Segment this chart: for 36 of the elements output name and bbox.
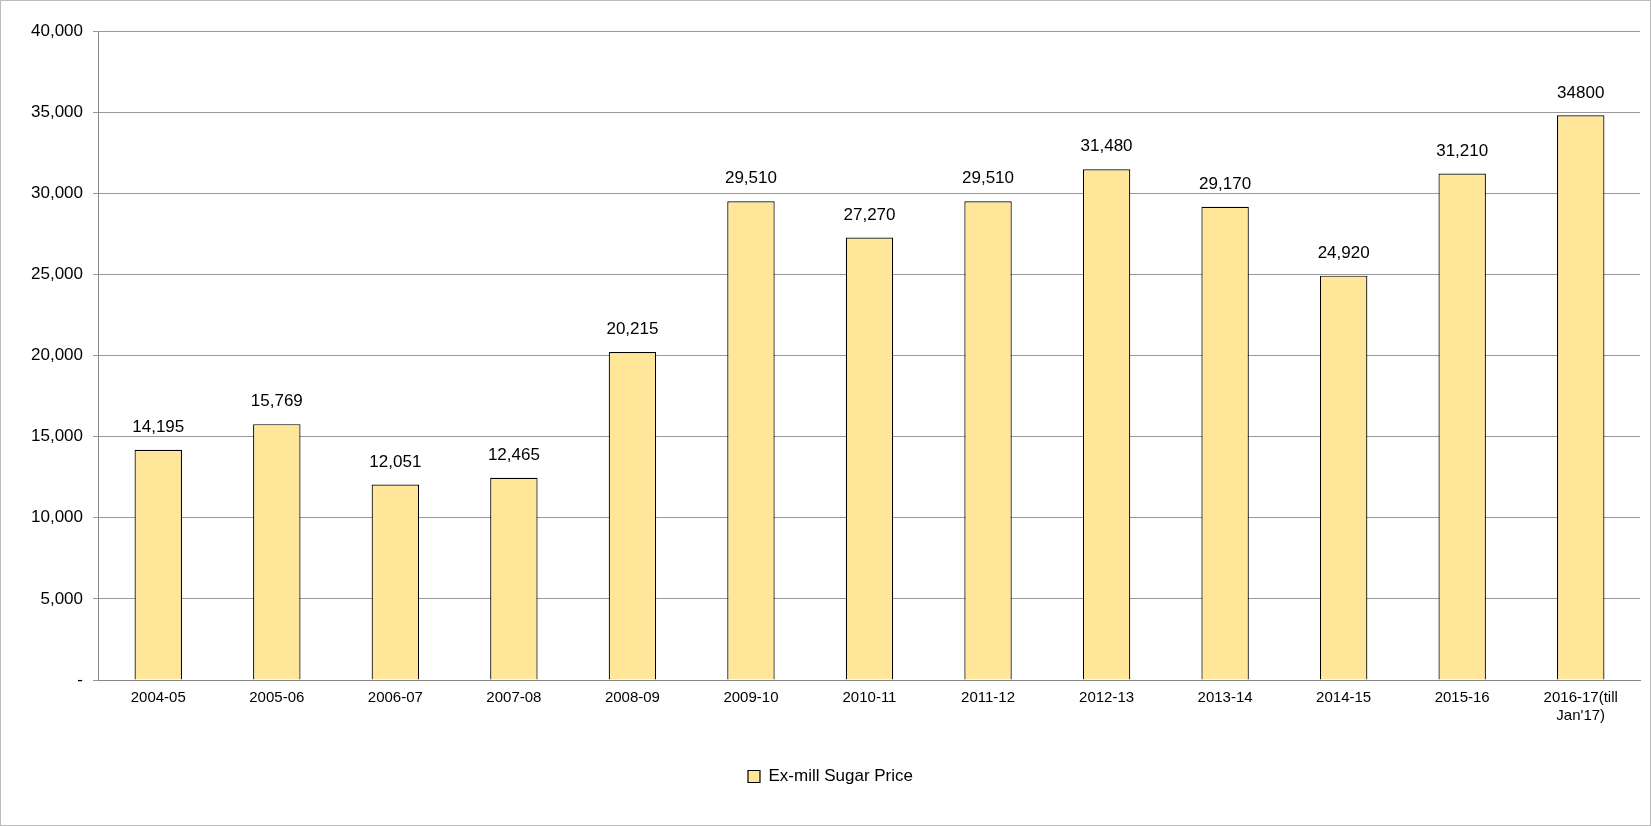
- y-tick-label: -: [77, 669, 83, 689]
- x-tick-label: 2010-11: [842, 688, 897, 706]
- x-tick-label: 2016-17(till Jan'17): [1543, 688, 1618, 724]
- x-tick-label: 2009-10: [723, 688, 779, 706]
- x-tick-label: 2013-14: [1197, 688, 1253, 706]
- data-label: 34800: [1557, 82, 1605, 102]
- y-tick-label: 40,000: [31, 20, 83, 40]
- data-label: 15,769: [250, 391, 303, 411]
- data-label: 27,270: [843, 204, 896, 224]
- data-label: 31,480: [1080, 136, 1133, 156]
- y-tick-label: 10,000: [31, 507, 83, 527]
- data-label: 24,920: [1317, 242, 1370, 262]
- y-tick-label: 25,000: [31, 264, 83, 284]
- data-label: 20,215: [606, 319, 659, 339]
- x-tick-label: 2007-08: [486, 688, 542, 706]
- y-tick-label: 20,000: [31, 345, 83, 365]
- x-tick-label: 2015-16: [1434, 688, 1490, 706]
- y-tick-label: 5,000: [40, 588, 83, 608]
- data-label: 14,195: [132, 416, 185, 436]
- legend-label: Ex-mill Sugar Price: [768, 766, 914, 786]
- x-tick-label: 2012-13: [1079, 688, 1135, 706]
- data-label: 12,051: [369, 451, 422, 471]
- y-tick-label: 15,000: [31, 426, 83, 446]
- y-tick-label: 30,000: [31, 182, 83, 202]
- data-label: 29,510: [962, 168, 1015, 188]
- data-label: 29,170: [1199, 173, 1252, 193]
- data-label: 12,465: [487, 444, 540, 464]
- x-tick-label: 2014-15: [1316, 688, 1372, 706]
- x-tick-label: 2005-06: [249, 688, 305, 706]
- y-tick-label: 35,000: [31, 101, 83, 121]
- data-label: 31,210: [1436, 140, 1489, 160]
- x-tick-label: 2008-09: [604, 688, 660, 706]
- x-tick-label: 2006-07: [367, 688, 423, 706]
- x-tick-label: 2004-05: [130, 688, 186, 706]
- data-label: 29,510: [724, 168, 777, 188]
- x-tick-label: 2011-12: [961, 688, 1016, 706]
